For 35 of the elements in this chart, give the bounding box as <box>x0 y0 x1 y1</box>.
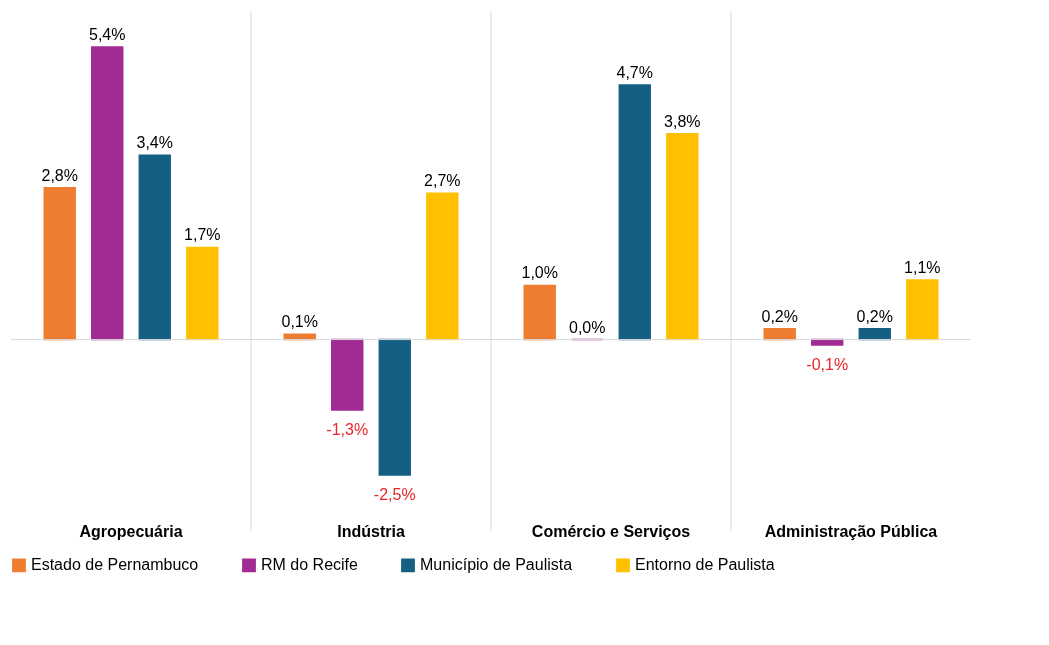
bar <box>426 192 459 341</box>
legend-label: Estado de Pernambuco <box>31 556 199 574</box>
bar <box>91 46 124 341</box>
data-label: -2,5% <box>373 486 416 503</box>
data-label: 5,4% <box>89 26 126 43</box>
x-tick-label: Administração Pública <box>764 522 938 540</box>
legend-label: Município de Paulista <box>420 556 573 574</box>
data-label: -1,3% <box>326 420 369 438</box>
data-label: 4,7% <box>616 63 653 81</box>
bar <box>906 279 939 341</box>
data-label: 2,8% <box>41 166 78 184</box>
data-label: 3,8% <box>664 112 701 130</box>
data-label: 0,0% <box>569 318 606 336</box>
data-label: -0,1% <box>806 355 849 373</box>
bar <box>331 338 364 411</box>
x-tick-label: Agropecuária <box>79 522 183 540</box>
bar <box>523 284 556 341</box>
data-label: 1,0% <box>521 264 558 282</box>
bar <box>666 132 699 341</box>
legend-label: RM do Recife <box>261 556 359 574</box>
x-tick-label: Indústria <box>337 522 405 540</box>
data-label: 0,1% <box>281 313 318 331</box>
bar <box>378 338 411 476</box>
data-label: 3,4% <box>136 134 173 152</box>
data-label: 0,2% <box>856 307 893 325</box>
data-label: 0,2% <box>761 307 798 325</box>
data-label: 2,7% <box>424 172 461 190</box>
bar <box>43 187 76 341</box>
bar <box>618 84 651 341</box>
x-tick-label: Comércio e Serviços <box>531 522 691 540</box>
bar <box>186 246 219 341</box>
data-label: 1,1% <box>904 258 941 276</box>
data-label: 1,7% <box>184 226 221 244</box>
bar <box>138 154 171 341</box>
legend-label: Entorno de Paulista <box>635 556 775 574</box>
